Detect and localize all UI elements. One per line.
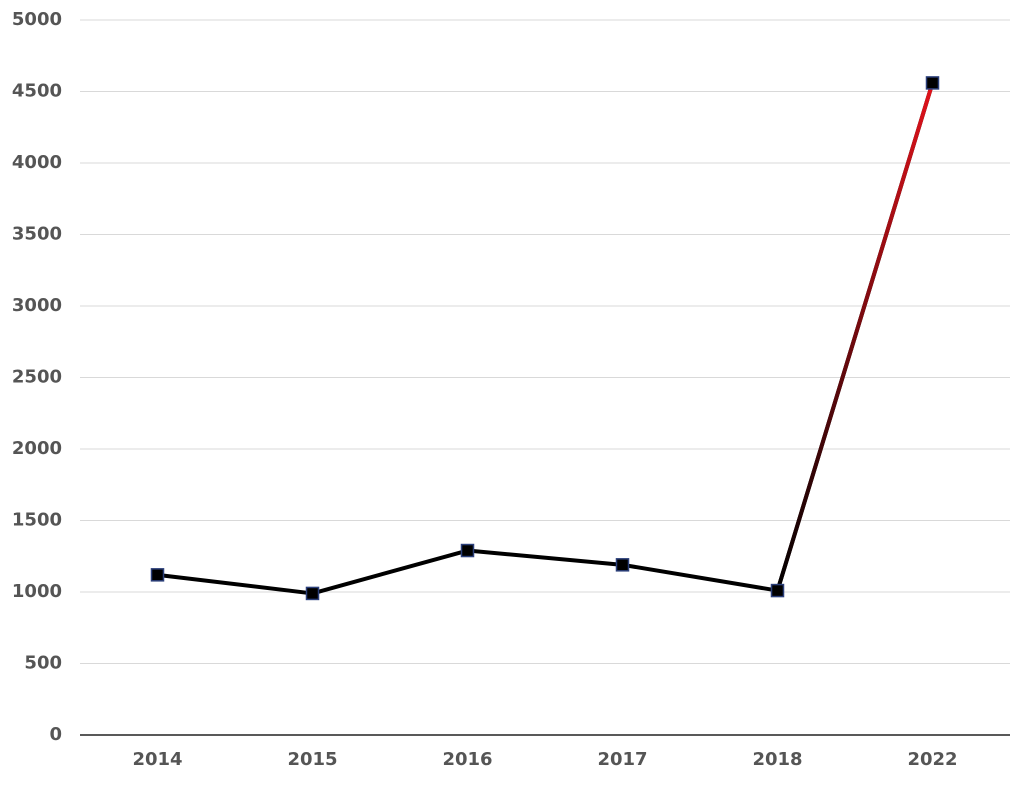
marker — [150, 568, 165, 582]
x-tick-label: 2022 — [907, 749, 957, 770]
marker — [925, 76, 940, 90]
y-tick-label: 500 — [24, 653, 62, 674]
y-tick-label: 3000 — [12, 295, 62, 316]
y-tick-label: 1500 — [12, 510, 62, 531]
x-tick-label: 2016 — [442, 749, 492, 770]
y-tick-label: 5000 — [12, 9, 62, 30]
y-tick-label: 4500 — [12, 81, 62, 102]
y-tick-label: 2000 — [12, 438, 62, 459]
x-tick-label: 2014 — [132, 749, 182, 770]
x-tick-label: 2018 — [752, 749, 802, 770]
y-tick-label: 0 — [49, 724, 62, 745]
marker — [770, 583, 785, 598]
marker — [615, 558, 630, 572]
y-tick-label: 1000 — [12, 581, 62, 602]
accent-segment — [775, 80, 935, 593]
marker — [460, 543, 475, 558]
x-tick-label: 2015 — [287, 749, 337, 770]
y-tick-label: 3500 — [12, 224, 62, 245]
y-tick-label: 2500 — [12, 367, 62, 388]
marker — [305, 586, 320, 601]
y-tick-label: 4000 — [12, 152, 62, 173]
line — [157, 82, 935, 596]
x-tick-label: 2017 — [597, 749, 647, 770]
